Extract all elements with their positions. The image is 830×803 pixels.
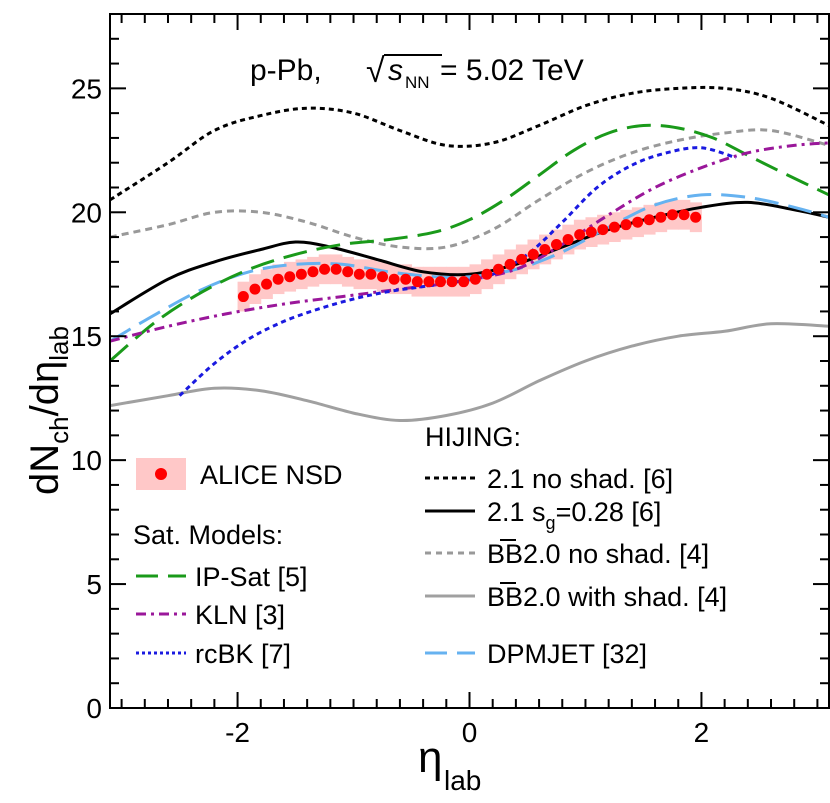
legend-sg-post: =0.28 [6] <box>556 497 662 527</box>
title-prefix: p-Pb, <box>250 54 322 87</box>
y-tick-label: 15 <box>71 321 102 352</box>
y-tick-label: 5 <box>86 569 102 600</box>
legend-alice-label: ALICE NSD <box>200 460 343 490</box>
alice-data-point <box>388 273 400 285</box>
ylabel-sub1: ch <box>44 416 74 443</box>
legend-nosh-label: 2.1 no shad. [6] <box>487 464 673 494</box>
alice-data-point <box>295 268 307 280</box>
alice-data-point <box>365 268 377 280</box>
series-line-2-1-s-g-0-28-6 <box>110 200 829 316</box>
legend-bb-nosh-bb: BB <box>487 539 523 569</box>
series-line-2-1-no-shad-6 <box>110 85 829 202</box>
legend-bb-sh-rest: 2.0 with shad. [4] <box>523 582 727 612</box>
title-sub: NN <box>405 73 430 92</box>
x-tick-label: 2 <box>694 717 710 748</box>
xlabel-sub: lab <box>444 765 481 796</box>
legend-sg-label: 2.1 sg=0.28 [6] <box>487 497 661 533</box>
alice-data-point <box>446 276 458 288</box>
svg-text:dNch/dηlab: dNch/dηlab <box>23 326 74 495</box>
alice-data-point <box>469 273 481 285</box>
ylabel-main: dN <box>23 444 67 495</box>
alice-data-point <box>400 273 412 285</box>
legend-bb-sh-bb: BB <box>487 582 523 612</box>
alice-data-point <box>423 276 435 288</box>
series-line-rcbk-7 <box>178 146 737 397</box>
plot-area <box>110 85 829 423</box>
alice-data-point <box>690 211 702 223</box>
alice-data-point <box>284 271 296 283</box>
legend-kln-label: KLN [3] <box>195 600 285 630</box>
alice-data-point <box>655 211 667 223</box>
xlabel-main: η <box>418 733 442 782</box>
series-line-ip-sat-5 <box>110 123 829 363</box>
alice-data-point <box>307 266 319 278</box>
y-axis-title: dNch/dηlab <box>23 326 74 495</box>
alice-data-point <box>272 273 284 285</box>
series-line-kln-3 <box>110 141 829 343</box>
legend-right: HIJING: 2.1 no shad. [6] 2.1 sg=0.28 [6]… <box>425 422 727 669</box>
legend-alice-marker <box>155 468 167 480</box>
alice-data-point <box>597 224 609 236</box>
legend-bb-nosh-label: BB2.0 no shad. [4] <box>487 539 709 569</box>
title-sqrt: √ <box>366 52 385 90</box>
alice-data-point <box>261 278 273 290</box>
alice-data-point <box>319 263 331 275</box>
alice-data-point <box>330 263 342 275</box>
legend-left: ALICE NSD Sat. Models: IP-Sat [5] KLN [3… <box>133 458 343 669</box>
legend-sg-sub: g <box>546 513 556 533</box>
legend-sg-pre: 2.1 s <box>487 497 546 527</box>
alice-data-point <box>666 209 678 221</box>
alice-data-point <box>249 283 261 295</box>
x-axis-title: η lab <box>418 733 481 796</box>
legend-bb-nosh-rest: 2.0 no shad. [4] <box>523 539 709 569</box>
series-line-bb2-0-with-shad-4 <box>110 322 829 423</box>
legend-hijing-header: HIJING: <box>425 422 521 452</box>
legend-sat-header: Sat. Models: <box>133 520 283 550</box>
y-tick-label: 20 <box>71 197 102 228</box>
ylabel-mid: /dη <box>23 361 67 417</box>
alice-data-point <box>342 266 354 278</box>
y-tick-label: 25 <box>71 73 102 104</box>
alice-data-point <box>678 209 690 221</box>
alice-data-point <box>435 276 447 288</box>
alice-data-point <box>643 214 655 226</box>
legend-ipsat-label: IP-Sat [5] <box>195 562 308 592</box>
legend-dpmjet-label: DPMJET [32] <box>487 639 647 669</box>
alice-data-point <box>492 263 504 275</box>
alice-data-point <box>632 216 644 228</box>
alice-data-point <box>411 276 423 288</box>
alice-data-point <box>504 258 516 270</box>
chart-title: p-Pb, √ s NN = 5.02 TeV <box>250 52 584 92</box>
y-tick-label: 0 <box>86 693 102 724</box>
legend-rcbk-label: rcBK [7] <box>195 639 291 669</box>
title-var: s <box>388 54 403 87</box>
alice-data-point <box>481 268 493 280</box>
x-tick-label: 0 <box>462 717 478 748</box>
alice-data-point <box>585 226 597 238</box>
alice-data-point <box>527 248 539 260</box>
alice-data-point <box>516 253 528 265</box>
ylabel-sub2: lab <box>44 326 74 361</box>
alice-data-point <box>539 243 551 255</box>
alice-data-point <box>550 239 562 251</box>
title-suffix: = 5.02 TeV <box>440 54 584 87</box>
data-layer <box>110 85 829 423</box>
alice-data-point <box>562 234 574 246</box>
alice-data-point <box>237 291 249 303</box>
y-tick-label: 10 <box>71 445 102 476</box>
alice-data-point <box>608 221 620 233</box>
alice-data-point <box>574 229 586 241</box>
alice-data-point <box>377 271 389 283</box>
x-tick-label: -2 <box>225 717 250 748</box>
alice-data-point <box>620 219 632 231</box>
alice-data-point <box>353 268 365 280</box>
axes-layer: 0 5 10 15 20 25 -2 0 2 <box>71 13 830 748</box>
series-line-bb2-0-no-shad-4 <box>110 128 829 251</box>
legend-bb-sh-label: BB2.0 with shad. [4] <box>487 582 727 612</box>
alice-data-point <box>458 276 470 288</box>
